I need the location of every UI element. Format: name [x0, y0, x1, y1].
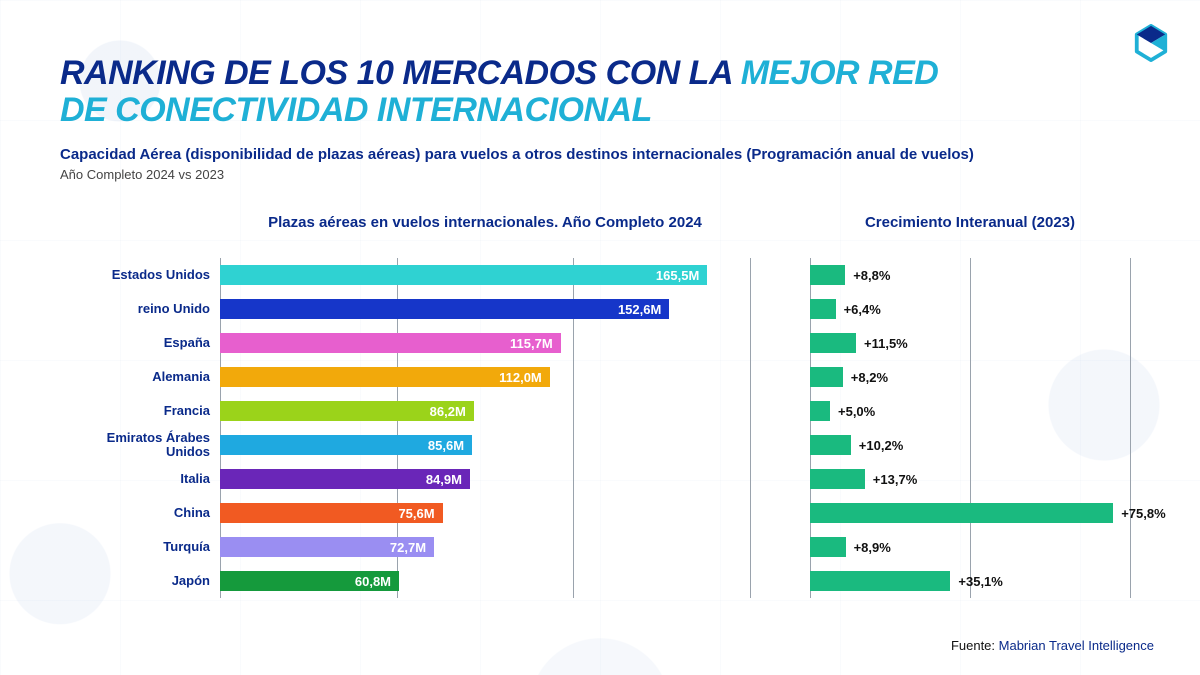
growth-bar — [810, 367, 843, 387]
seats-bar: 60,8M — [220, 571, 399, 591]
seats-bar-value: 60,8M — [355, 574, 391, 589]
growth-value: +11,5% — [856, 333, 908, 353]
growth-value: +10,2% — [851, 435, 903, 455]
seats-chart-header: Plazas aéreas en vuelos internacionales.… — [220, 214, 750, 258]
seats-bar-value: 86,2M — [430, 404, 466, 419]
seats-bar-value: 75,6M — [398, 506, 434, 521]
growth-bar — [810, 401, 830, 421]
growth-value: +13,7% — [865, 469, 917, 489]
growth-bar — [810, 435, 851, 455]
growth-bar — [810, 537, 846, 557]
growth-bar — [810, 299, 836, 319]
source-value: Mabrian Travel Intelligence — [999, 638, 1154, 653]
country-label: Japón — [60, 574, 220, 588]
brand-logo-icon — [1132, 24, 1170, 67]
country-label: Emiratos Árabes Unidos — [60, 431, 220, 460]
seats-bar-chart: Plazas aéreas en vuelos internacionales.… — [220, 214, 750, 598]
growth-value: +35,1% — [950, 571, 1002, 591]
seats-bar: 85,6M — [220, 435, 472, 455]
seats-bar-value: 165,5M — [656, 268, 699, 283]
growth-value: +75,8% — [1113, 503, 1165, 523]
seats-bar: 84,9M — [220, 469, 470, 489]
seats-bar: 86,2M — [220, 401, 474, 421]
country-label: Italia — [60, 472, 220, 486]
country-label: Alemania — [60, 370, 220, 384]
seats-bar-value: 112,0M — [499, 370, 542, 385]
seats-bar: 112,0M — [220, 367, 550, 387]
page-title: RANKING DE LOS 10 MERCADOS CON LA MEJOR … — [60, 55, 1140, 128]
country-label: España — [60, 336, 220, 350]
country-label: Turquía — [60, 540, 220, 554]
growth-bar — [810, 571, 950, 591]
chart-area: Estados Unidos reino Unido España Alemania F… — [60, 214, 1140, 598]
country-label: China — [60, 506, 220, 520]
growth-bar — [810, 469, 865, 489]
seats-bar: 115,7M — [220, 333, 561, 353]
growth-value: +5,0% — [830, 401, 875, 421]
source-label: Fuente: — [951, 638, 999, 653]
title-part-a: RANKING DE LOS 10 MERCADOS CON LA — [60, 54, 741, 92]
growth-bar — [810, 333, 856, 353]
seats-bar: 152,6M — [220, 299, 669, 319]
growth-value: +8,2% — [843, 367, 888, 387]
subnote: Año Completo 2024 vs 2023 — [60, 167, 1140, 182]
growth-bar-chart: Crecimiento Interanual (2023) +8,8% +6,4%… — [810, 214, 1130, 598]
seats-bar-value: 115,7M — [510, 336, 553, 351]
growth-chart-header: Crecimiento Interanual (2023) — [810, 214, 1130, 258]
title-highlight-a: MEJOR RED — [741, 54, 939, 92]
gridline — [1130, 258, 1131, 598]
growth-value: +6,4% — [836, 299, 881, 319]
seats-bar-value: 152,6M — [618, 302, 661, 317]
growth-value: +8,8% — [845, 265, 890, 285]
seats-bar: 72,7M — [220, 537, 434, 557]
country-label: reino Unido — [60, 302, 220, 316]
seats-bar-value: 72,7M — [390, 540, 426, 555]
seats-bar: 165,5M — [220, 265, 707, 285]
country-label: Estados Unidos — [60, 268, 220, 282]
seats-bar-value: 85,6M — [428, 438, 464, 453]
seats-bar: 75,6M — [220, 503, 443, 523]
seats-bar-value: 84,9M — [426, 472, 462, 487]
growth-value: +8,9% — [846, 537, 891, 557]
country-label-column: Estados Unidos reino Unido España Alemania F… — [60, 214, 220, 598]
source-citation: Fuente: Mabrian Travel Intelligence — [951, 638, 1154, 653]
growth-bar — [810, 265, 845, 285]
title-highlight-b: DE CONECTIVIDAD INTERNACIONAL — [60, 91, 652, 129]
country-label: Francia — [60, 404, 220, 418]
growth-bar — [810, 503, 1113, 523]
subtitle: Capacidad Aérea (disponibilidad de plaza… — [60, 146, 1140, 163]
